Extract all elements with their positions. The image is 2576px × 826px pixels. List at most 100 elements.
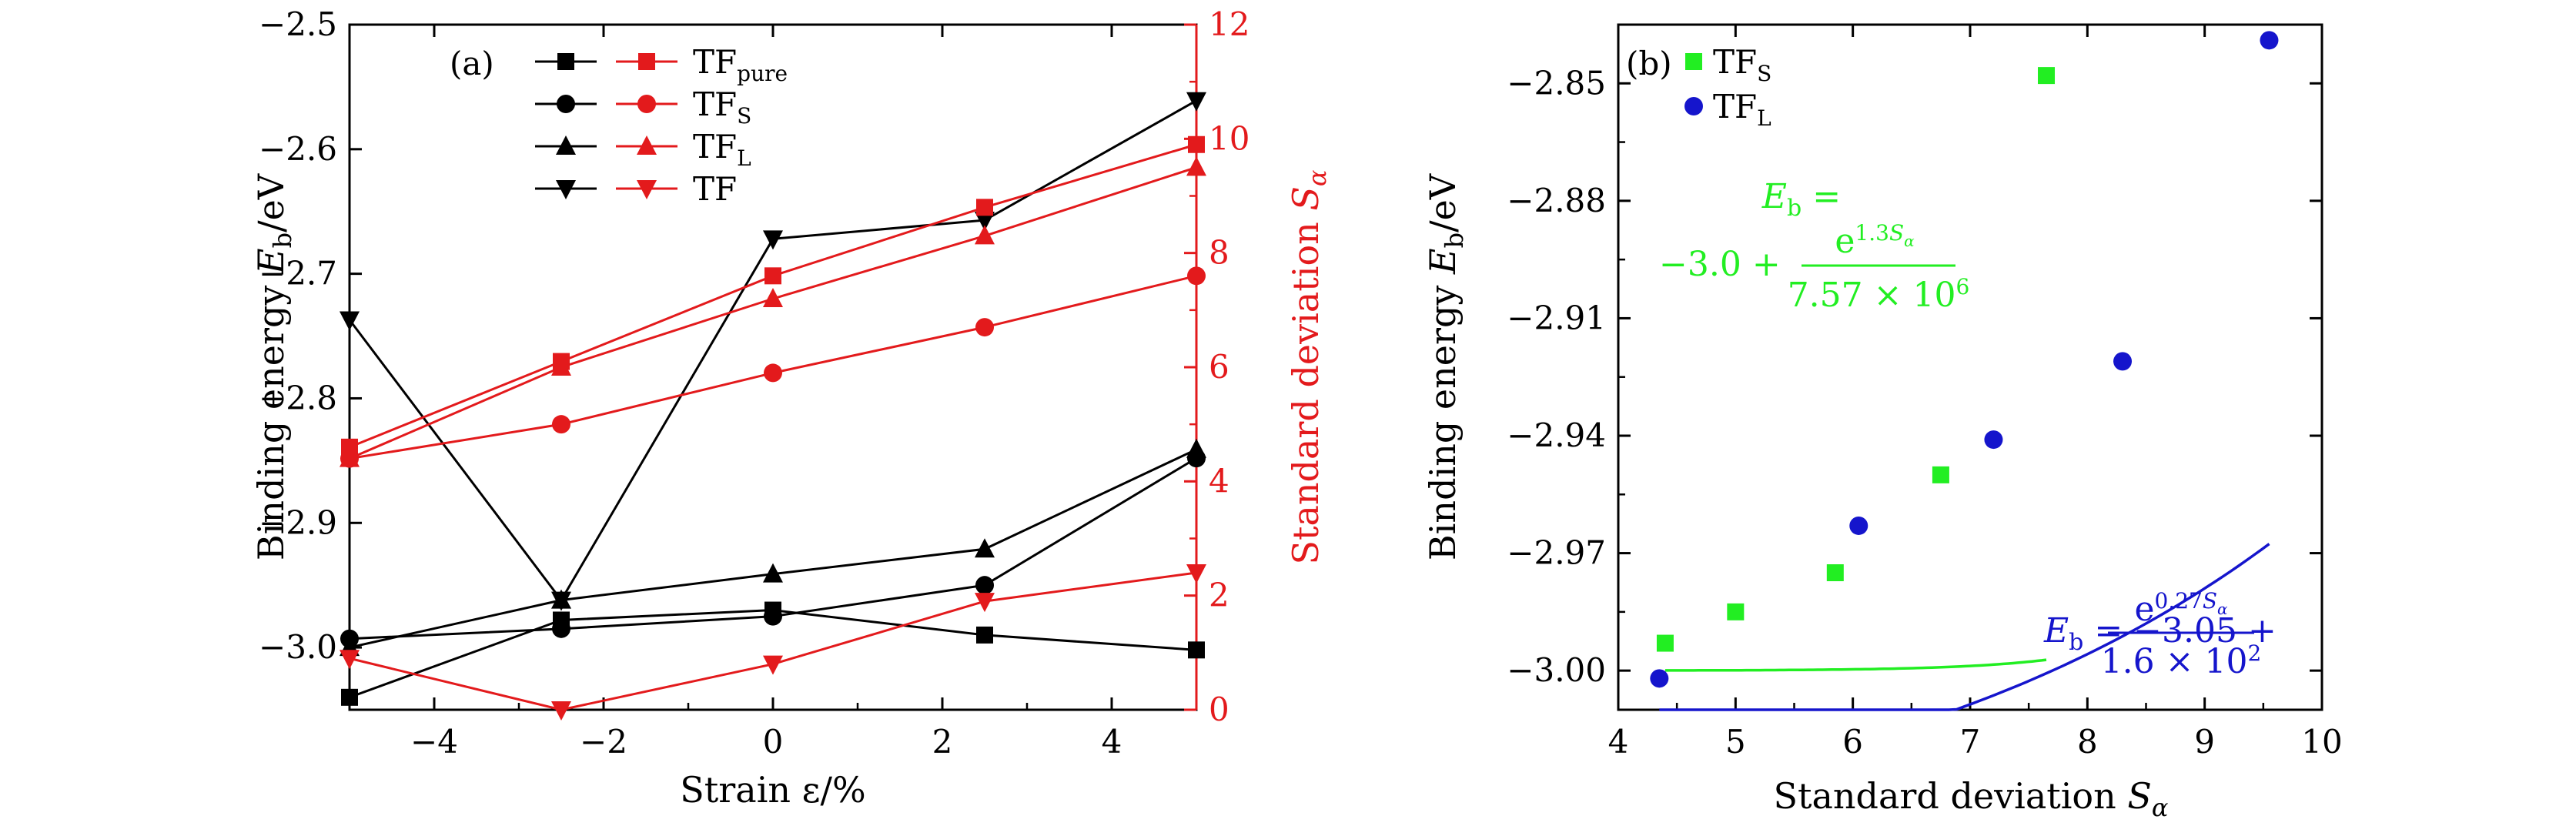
right-y-tick-label: 2 bbox=[1209, 577, 1229, 614]
y-tick-label: −2.9 bbox=[259, 503, 337, 541]
panel-a-x-ticks: −4 −2 0 2 4 bbox=[348, 25, 1198, 761]
point-tfpure-binding-energy bbox=[1188, 641, 1205, 659]
fit-label-tfl: Eb = −3.05 + e0.27Sα 1.6 × 102 bbox=[2043, 588, 2277, 681]
point-tfl-standard-deviation bbox=[1186, 156, 1206, 176]
panel-b-x-axis-label: Standard deviation Sα bbox=[1773, 775, 2168, 822]
series-line-tf-binding-energy bbox=[348, 99, 1197, 603]
y-tick-label: −2.85 bbox=[1507, 64, 1606, 102]
point-tfs-standard-deviation bbox=[1187, 266, 1206, 286]
right-y-tick-label: 10 bbox=[1209, 119, 1250, 157]
point-tfl bbox=[1984, 430, 2003, 450]
legend-marker-red bbox=[637, 95, 656, 113]
point-tf-binding-energy bbox=[763, 230, 783, 250]
point-tfs bbox=[1826, 564, 1844, 581]
legend-marker-tfl bbox=[1684, 97, 1703, 115]
panel-a-right-y-ticks: 0 2 4 6 8 10 12 bbox=[1184, 5, 1250, 728]
point-tfpure-standard-deviation bbox=[1188, 135, 1205, 153]
y-tick-label: −2.91 bbox=[1507, 299, 1606, 336]
point-tf-binding-energy bbox=[975, 212, 995, 232]
panel-a-y-axis-label: Binding energy Eb/eV bbox=[250, 173, 297, 560]
fit-curve-tfl bbox=[1659, 543, 2270, 711]
point-tfl-standard-deviation bbox=[551, 356, 571, 376]
fit-label-tfs-numerator: e1.3Sα bbox=[1835, 220, 1915, 261]
legend-marker-red bbox=[638, 53, 655, 70]
point-tf-standard-deviation bbox=[340, 650, 360, 670]
x-tick-label: 0 bbox=[763, 723, 784, 761]
legend-label: TFpure bbox=[693, 43, 788, 86]
fit-label-tfs-denominator: 7.57 × 106 bbox=[1788, 274, 1970, 315]
y-tick-label: −2.97 bbox=[1507, 534, 1606, 572]
x-tick-label: −2 bbox=[580, 723, 627, 761]
point-tfs-standard-deviation bbox=[975, 318, 994, 337]
right-y-tick-label: 8 bbox=[1209, 234, 1229, 272]
panel-b: 4 5 6 7 8 9 10 −3.00−2.97−2.94−2.91−2.88−2.85 … bbox=[1422, 23, 2343, 822]
y-tick-label: −3.00 bbox=[1507, 651, 1606, 689]
panel-a-series bbox=[340, 92, 1206, 721]
fit-label-tfl-const: Eb = −3.05 + bbox=[2043, 611, 2277, 656]
legend-marker-red bbox=[637, 135, 657, 155]
x-tick-label: 2 bbox=[932, 723, 953, 761]
y-tick-label: −2.7 bbox=[259, 255, 337, 293]
right-y-tick-label: 0 bbox=[1209, 691, 1229, 728]
right-y-tick-label: 12 bbox=[1209, 5, 1250, 43]
point-tfs-standard-deviation bbox=[552, 415, 570, 434]
point-tfs bbox=[1656, 634, 1674, 652]
panel-a-x-axis-label: Strain ε/% bbox=[680, 769, 865, 811]
point-tf-binding-energy bbox=[1186, 92, 1206, 112]
x-tick-label: 4 bbox=[1608, 723, 1629, 761]
fit-label-tfs-const: −3.0 + bbox=[1659, 245, 1781, 284]
point-tfl bbox=[1650, 669, 1669, 688]
legend-label: TFL bbox=[693, 128, 751, 171]
y-tick-label: −2.8 bbox=[259, 379, 337, 416]
x-tick-label: 7 bbox=[1960, 723, 1981, 761]
point-tfl-binding-energy bbox=[1186, 438, 1206, 458]
legend-label: TFL bbox=[1713, 88, 1771, 131]
x-tick-label: 4 bbox=[1102, 723, 1122, 761]
point-tfl-standard-deviation bbox=[975, 225, 995, 245]
fit-label-tfs-line1: Eb = bbox=[1761, 177, 1841, 222]
series-line-tfl-standard-deviation bbox=[349, 166, 1197, 460]
panel-b-label: (b) bbox=[1626, 45, 1672, 82]
legend-label: TFS bbox=[693, 85, 751, 129]
point-tfl bbox=[2260, 31, 2279, 50]
panel-a-label: (a) bbox=[450, 45, 494, 82]
point-tfpure-standard-deviation bbox=[976, 199, 993, 216]
panel-a-right-y-axis-label: Standard deviation Sα bbox=[1285, 169, 1332, 564]
point-tfl-standard-deviation bbox=[340, 447, 360, 467]
point-tfs-standard-deviation bbox=[764, 363, 782, 383]
x-tick-label: 5 bbox=[1725, 723, 1746, 761]
point-tfl-standard-deviation bbox=[763, 288, 783, 307]
y-tick-label: −2.6 bbox=[259, 130, 337, 168]
legend-marker-black bbox=[557, 95, 575, 113]
x-tick-label: 10 bbox=[2301, 723, 2342, 761]
y-tick-label: −3.0 bbox=[259, 628, 337, 666]
fit-label-tfl-numerator: e0.27Sα bbox=[2134, 588, 2228, 629]
point-tfl-binding-energy bbox=[975, 538, 995, 558]
point-tfpure-binding-energy bbox=[976, 626, 993, 644]
panel-a: −4 −2 0 2 4 −3.0 −2.9 −2.8 −2.7 −2.6 −2.5 0 2 4 6 8 10… bbox=[250, 5, 1332, 811]
y-tick-label: −2.88 bbox=[1507, 182, 1606, 219]
point-tfs bbox=[1727, 603, 1745, 620]
point-tfpure-standard-deviation bbox=[764, 267, 781, 285]
point-tfs-binding-energy bbox=[764, 607, 782, 626]
panel-b-y-axis-label: Binding energy Eb/eV bbox=[1422, 173, 1469, 560]
point-tfs bbox=[1932, 466, 1949, 483]
point-tfs-binding-energy bbox=[552, 619, 570, 638]
x-tick-label: −4 bbox=[410, 723, 458, 761]
point-tfpure-binding-energy bbox=[341, 688, 358, 706]
legend-marker-black bbox=[556, 180, 576, 199]
point-tfl bbox=[1849, 516, 1868, 535]
point-tf-binding-energy bbox=[340, 311, 360, 331]
point-tf-standard-deviation bbox=[763, 655, 783, 675]
legend-marker-black bbox=[556, 135, 576, 155]
legend-label: TF bbox=[693, 170, 737, 208]
panel-a-y-ticks: −3.0 −2.9 −2.8 −2.7 −2.6 −2.5 bbox=[259, 5, 362, 666]
x-tick-label: 8 bbox=[2077, 723, 2098, 761]
point-tf-standard-deviation bbox=[1186, 564, 1206, 584]
fit-curve-tfs bbox=[1664, 658, 2047, 672]
legend-marker-tfs bbox=[1685, 53, 1702, 70]
right-y-tick-label: 6 bbox=[1209, 348, 1229, 386]
x-tick-label: 9 bbox=[2194, 723, 2215, 761]
